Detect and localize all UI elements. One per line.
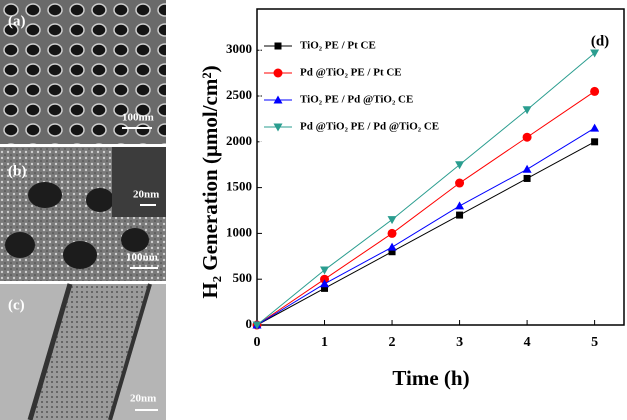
marker	[523, 106, 532, 114]
marker	[456, 212, 463, 219]
marker	[523, 165, 532, 173]
y-tick-label: 3000	[226, 41, 252, 56]
y-tick-label: 2000	[226, 133, 252, 148]
y-tick-label: 1000	[226, 224, 252, 239]
panel-b: (b) 20nm 100nm	[0, 147, 166, 281]
series-line	[257, 142, 595, 325]
plot-frame	[257, 9, 624, 325]
panel-a: (a) 100nm	[0, 0, 166, 144]
marker	[590, 87, 599, 96]
x-tick-label: 3	[456, 335, 463, 350]
x-tick-label: 5	[591, 335, 598, 350]
panel-label: (b)	[8, 163, 26, 179]
marker	[388, 216, 397, 224]
marker	[455, 161, 464, 169]
x-tick-label: 0	[254, 335, 261, 350]
marker	[590, 124, 599, 132]
legend-label: TiO₂ PE / Pd @TiO₂ CE	[300, 94, 413, 106]
marker	[320, 267, 329, 275]
legend-label: Pd @TiO₂ PE / Pd @TiO₂ CE	[300, 121, 439, 133]
figure: (a) 100nm (b) 20nm 100nm (c) 20nm 050010…	[0, 0, 627, 420]
marker	[591, 138, 598, 145]
marker	[523, 133, 532, 142]
y-axis-title: H₂ Generation (μmol/cm²)	[198, 65, 222, 298]
annotation: (d)	[591, 33, 609, 49]
marker	[388, 243, 397, 251]
marker	[524, 175, 531, 182]
legend-label: TiO₂ PE / Pt CE	[300, 40, 376, 52]
x-axis-title: Time (h)	[392, 366, 469, 390]
y-tick-label: 500	[233, 270, 253, 285]
panel-label: (a)	[8, 13, 26, 29]
x-tick-label: 1	[321, 335, 328, 350]
scale-label: 100nm	[126, 252, 158, 264]
y-tick-label: 1500	[226, 179, 252, 194]
y-tick-label: 0	[246, 316, 253, 331]
panel-c: (c) 20nm	[0, 284, 166, 420]
marker	[274, 69, 283, 78]
scale-label: 20nm	[133, 189, 159, 201]
panel-label: (c)	[8, 297, 25, 313]
x-tick-label: 4	[524, 335, 531, 350]
x-tick-label: 2	[389, 335, 396, 350]
scale-label: 20nm	[130, 393, 156, 405]
legend-label: Pd @TiO₂ PE / Pt CE	[300, 67, 402, 79]
marker	[388, 229, 397, 238]
series-line	[257, 128, 595, 325]
marker	[275, 43, 282, 50]
marker	[455, 179, 464, 188]
marker	[455, 201, 464, 209]
scale-label: 100nm	[122, 112, 154, 124]
y-tick-label: 2500	[226, 87, 252, 102]
